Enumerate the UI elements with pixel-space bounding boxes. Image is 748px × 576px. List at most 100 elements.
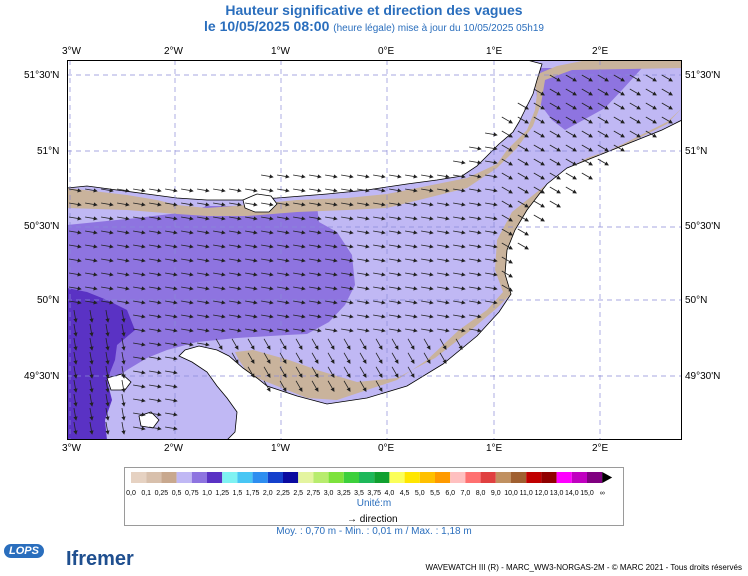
direction-arrow-head xyxy=(477,146,482,151)
lon-label-top: 2°W xyxy=(164,46,183,57)
direction-arrow-head xyxy=(173,314,178,319)
direction-arrow-head xyxy=(604,91,609,96)
legend-tick: 4,5 xyxy=(400,490,410,497)
direction-arrow-head xyxy=(381,314,386,319)
direction-arrow-head xyxy=(205,272,210,277)
direction-arrow-head xyxy=(221,202,226,207)
direction-arrow-head xyxy=(556,203,561,208)
direction-arrow-head xyxy=(253,230,258,235)
direction-arrow-head xyxy=(121,318,126,323)
direction-arrow-head xyxy=(493,230,498,235)
direction-arrow-head xyxy=(493,244,498,249)
direction-arrow-head xyxy=(508,161,513,166)
direction-arrow-head xyxy=(234,345,239,350)
direction-arrow-head xyxy=(540,175,545,180)
direction-arrow-head xyxy=(317,230,322,235)
direction-arrow-head xyxy=(556,189,561,194)
direction-arrow-head xyxy=(141,300,146,305)
direction-arrow-head xyxy=(93,188,98,193)
direction-arrow-head xyxy=(73,374,78,379)
direction-arrow-head xyxy=(253,272,258,277)
direction-arrow-head xyxy=(189,244,194,249)
direction-arrow-head xyxy=(301,314,306,319)
direction-arrow-head xyxy=(189,216,194,221)
direction-arrow-head xyxy=(77,300,82,305)
direction-arrow-head xyxy=(346,345,351,350)
direction-arrow-head xyxy=(330,359,335,364)
direction-arrow-head xyxy=(524,105,529,110)
legend-swatch xyxy=(328,472,344,483)
direction-arrow-head xyxy=(141,202,146,207)
direction-arrow-head xyxy=(173,370,178,375)
wave-map[interactable] xyxy=(67,60,682,440)
direction-arrow-head xyxy=(269,272,274,277)
direction-arrow-head xyxy=(298,387,303,392)
direction-arrow-head xyxy=(285,314,290,319)
sea-area-0-75m-ne xyxy=(535,68,642,130)
direction-arrow-head xyxy=(317,314,322,319)
direction-arrow-head xyxy=(141,426,146,431)
direction-arrow-head xyxy=(461,286,466,291)
legend-tick: 3,25 xyxy=(337,490,351,497)
legend-tick: 13,0 xyxy=(550,490,564,497)
direction-arrow-head xyxy=(93,286,98,291)
direction-arrow-head xyxy=(652,77,657,82)
direction-arrow-head xyxy=(317,174,322,179)
legend-tick: 1,75 xyxy=(246,490,260,497)
lat-label-right: 49°30'N xyxy=(685,371,721,382)
legend-tick: 4,0 xyxy=(385,490,395,497)
direction-arrow-head xyxy=(349,244,354,249)
direction-arrow-head xyxy=(250,359,255,364)
direction-arrow-head xyxy=(508,133,513,138)
direction-arrow-head xyxy=(477,314,482,319)
direction-arrow-head xyxy=(141,244,146,249)
direction-arrow-head xyxy=(314,387,319,392)
legend-swatch xyxy=(343,472,359,483)
direction-arrow-head xyxy=(253,216,258,221)
direction-arrow-head xyxy=(333,258,338,263)
legend-tick: 3,5 xyxy=(354,490,364,497)
direction-arrow-head xyxy=(109,300,114,305)
direction-arrow-head xyxy=(298,359,303,364)
direction-arrows xyxy=(69,74,673,435)
direction-arrow-head xyxy=(109,230,114,235)
direction-arrow-head xyxy=(668,105,673,110)
legend-tick-labels: 0,0 0,1 0,25 0,5 0,75 1,0 1,25 1,5 1,75 2,0 2,25 2,… xyxy=(126,490,605,497)
direction-arrow-head xyxy=(381,244,386,249)
direction-arrow-head xyxy=(266,359,271,364)
direction-arrow-head xyxy=(429,216,434,221)
direction-arrow-head xyxy=(89,388,94,393)
direction-arrow-head xyxy=(269,244,274,249)
direction-arrow-head xyxy=(445,230,450,235)
direction-arrow-head xyxy=(461,216,466,221)
direction-arrow-head xyxy=(105,388,110,393)
direction-arrow-head xyxy=(556,133,561,138)
direction-arrow-head xyxy=(105,332,110,337)
direction-arrow-head xyxy=(237,300,242,305)
direction-arrow-head xyxy=(173,202,178,207)
legend-tick: 0,1 xyxy=(141,490,151,497)
direction-arrow-head xyxy=(636,77,641,82)
direction-arrow-head xyxy=(141,328,146,333)
direction-arrow-head xyxy=(157,272,162,277)
direction-arrow-head xyxy=(540,133,545,138)
direction-arrow-head xyxy=(73,360,78,365)
direction-arrow-head xyxy=(333,328,338,333)
direction-arrow-head xyxy=(508,231,513,236)
direction-arrow-head xyxy=(157,300,162,305)
direction-arrow-head xyxy=(445,188,450,193)
direction-arrow-head xyxy=(285,244,290,249)
direction-arrow-head xyxy=(317,188,322,193)
direction-arrow-head xyxy=(205,244,210,249)
direction-arrow-head xyxy=(394,359,399,364)
direction-arrow-head xyxy=(493,202,498,207)
legend-swatch xyxy=(191,472,207,483)
direction-arrow-head xyxy=(221,272,226,277)
graticule xyxy=(67,60,682,440)
direction-arrow-head xyxy=(121,360,126,365)
direction-arrow-head xyxy=(125,300,130,305)
direction-arrow-head xyxy=(397,188,402,193)
land-uk xyxy=(67,60,543,201)
direction-arrow-head xyxy=(314,373,319,378)
direction-arrow-head xyxy=(189,300,194,305)
